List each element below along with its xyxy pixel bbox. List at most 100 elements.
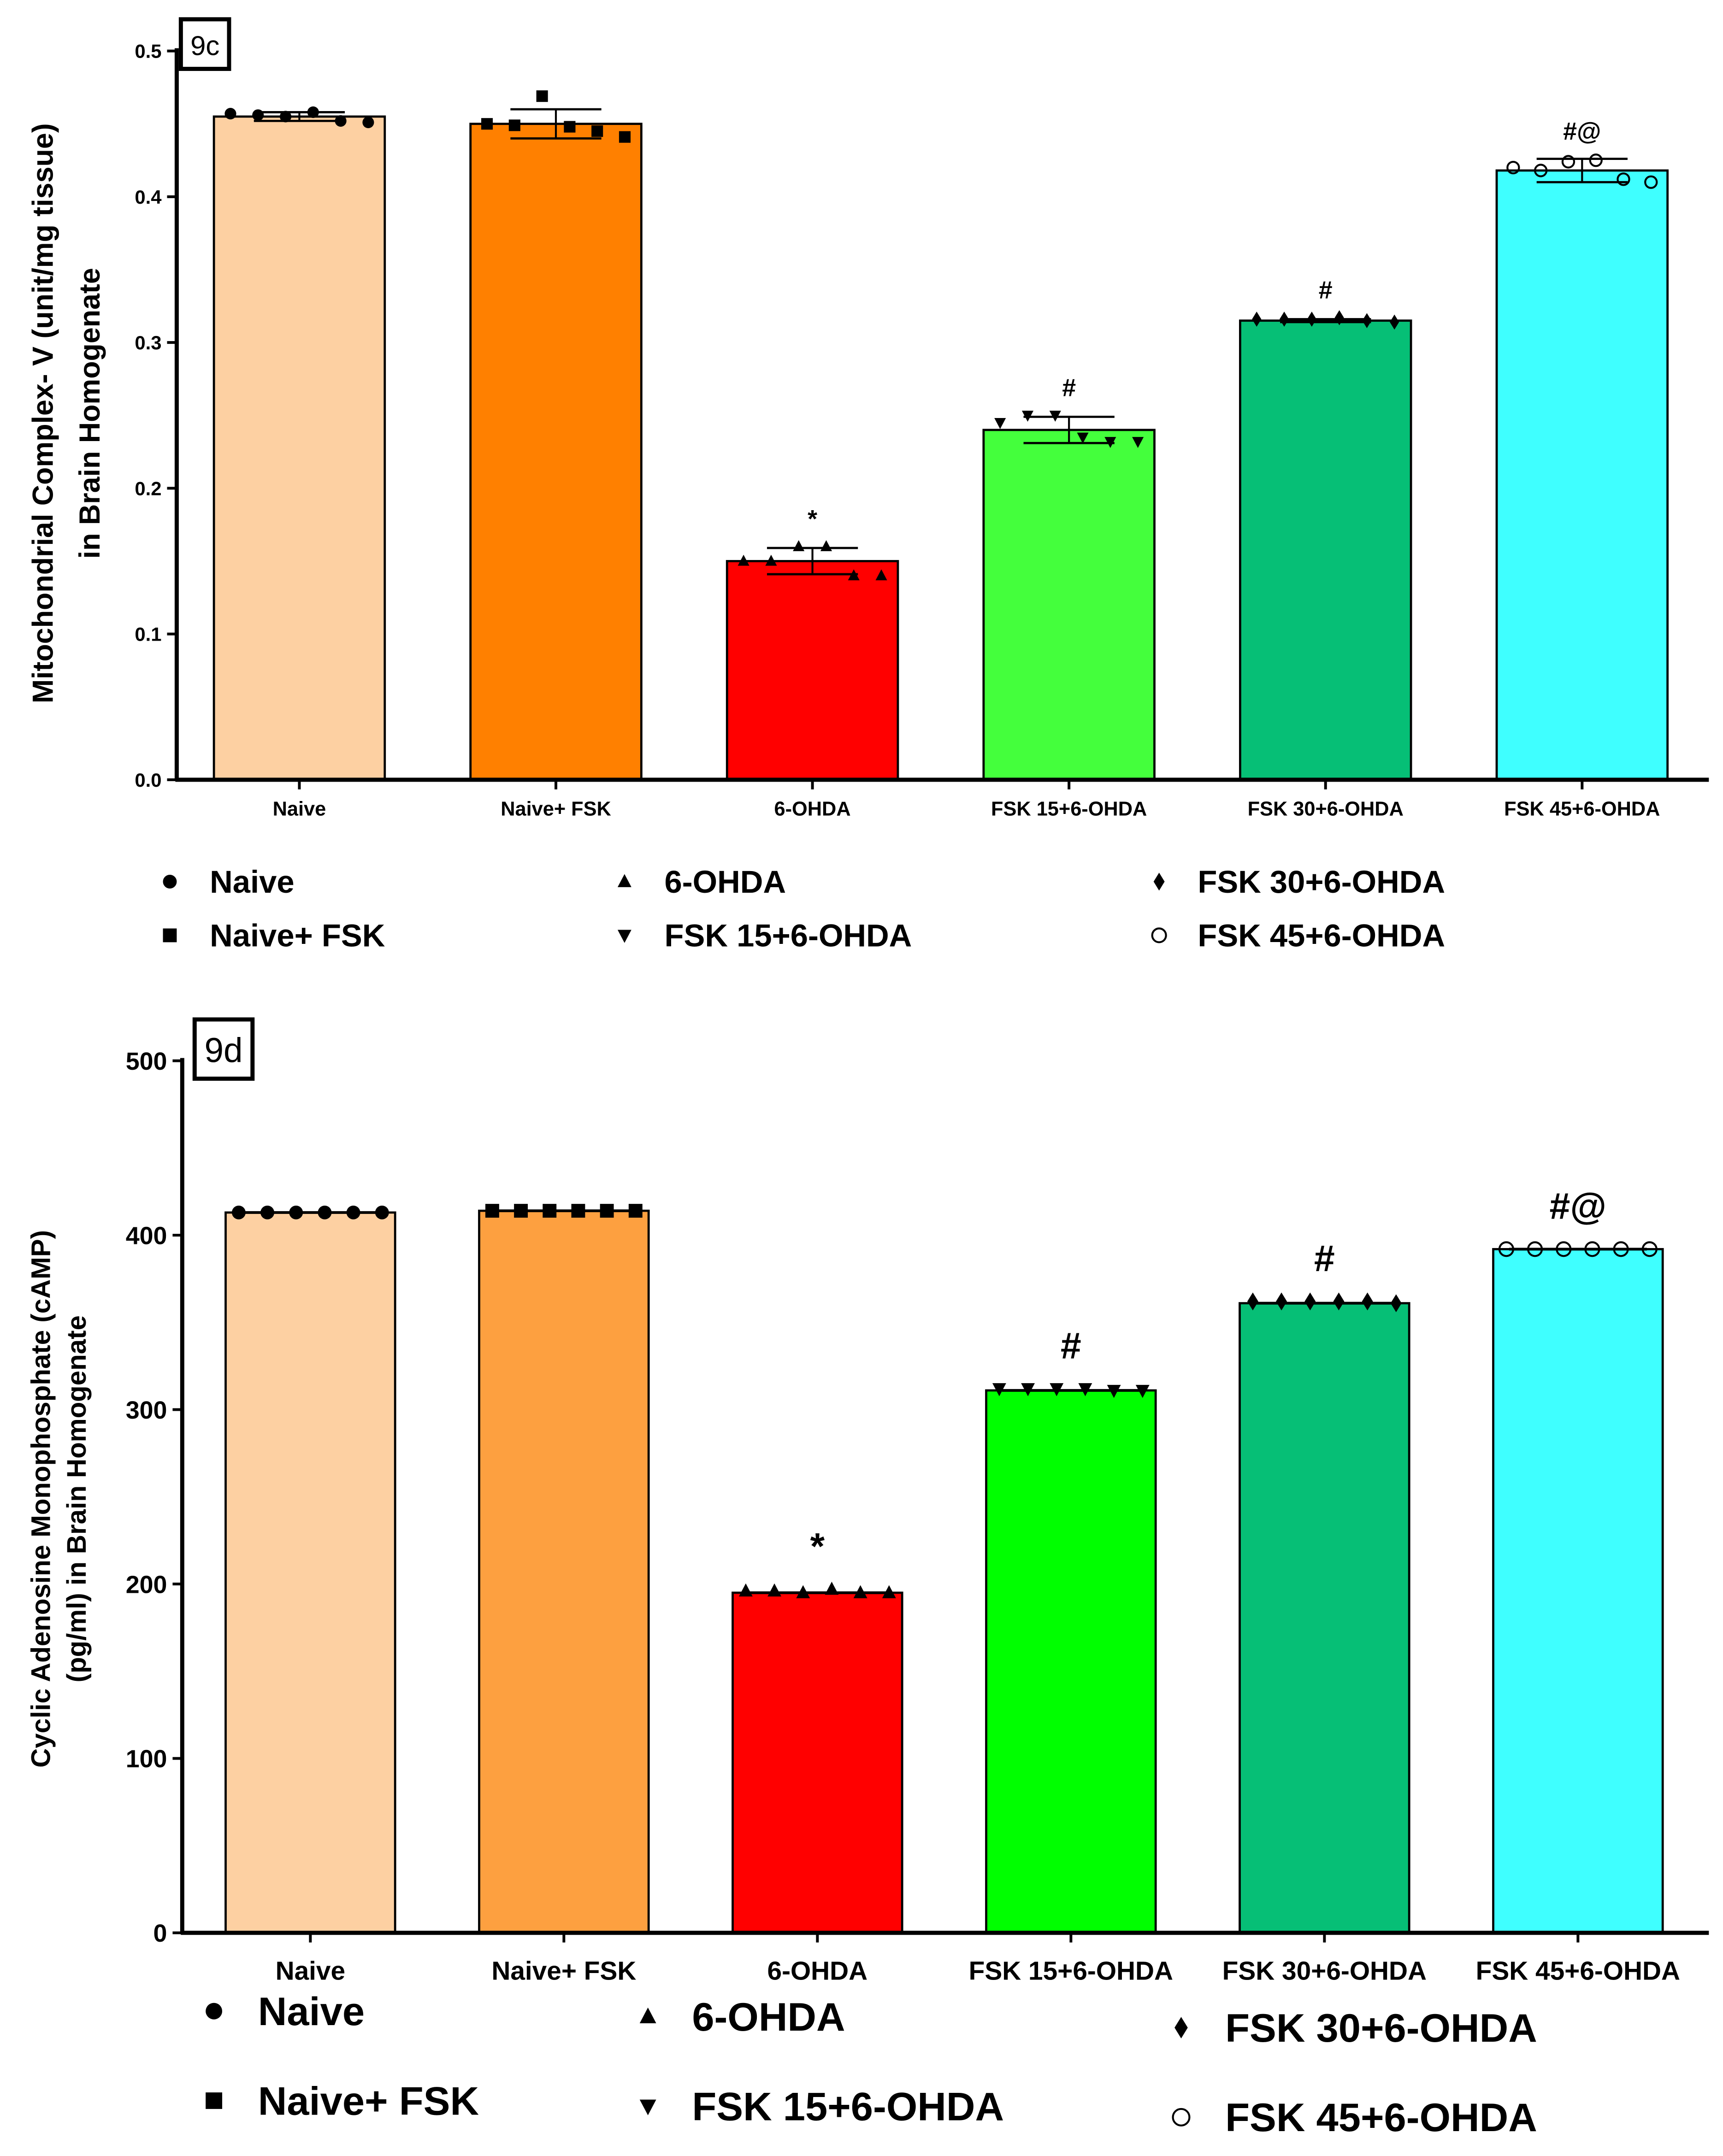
bar: [1239, 1302, 1410, 1934]
significance-annotation: #@: [1563, 118, 1601, 145]
data-point: [1334, 310, 1344, 325]
data-point: [765, 554, 777, 566]
legend-item: FSK 15+6-OHDA: [639, 2085, 1004, 2129]
x-tick-label: 6-OHDA: [767, 1956, 868, 1985]
y-tick-label: 0.5: [135, 41, 161, 62]
legend-label: Naive: [258, 1990, 365, 2034]
y-axis-label: Mitochondrial Complex- V (unit/mg tissue…: [27, 123, 59, 703]
data-point: [1556, 1241, 1572, 1257]
legend-label: 6-OHDA: [665, 864, 786, 900]
data-point: [1021, 1383, 1035, 1396]
y-axis-label-line2: (pg/ml) in Brain Homogenate: [62, 1315, 92, 1682]
data-point: [1584, 1241, 1600, 1257]
legend-marker: [617, 930, 631, 943]
bar: [985, 1389, 1157, 1934]
legend-item: FSK 45+6-OHDA: [1172, 2096, 1537, 2140]
bar: [1239, 319, 1412, 781]
y-tick-label: 500: [126, 1048, 167, 1075]
bar: [1495, 169, 1669, 781]
data-point: [1362, 313, 1372, 328]
bar: [212, 115, 386, 781]
y-tick-label: 0.4: [135, 186, 162, 208]
legend-label: Naive+ FSK: [210, 918, 385, 954]
data-point: [628, 1204, 643, 1218]
legend-item: 6-OHDA: [639, 1995, 845, 2039]
legend-label: FSK 30+6-OHDA: [1225, 2006, 1537, 2050]
data-point: [481, 118, 493, 130]
significance-annotation: #: [1061, 1325, 1081, 1367]
bar: [224, 1211, 396, 1934]
data-point: [1050, 1383, 1064, 1396]
data-point: [1078, 1383, 1092, 1396]
panel-label-box: [192, 1017, 255, 1081]
data-point: [882, 1585, 896, 1598]
data-point: [1107, 1384, 1121, 1398]
data-point: [362, 117, 374, 129]
data-point: [1644, 175, 1658, 189]
data-point: [1021, 411, 1034, 422]
data-point: [1527, 1241, 1543, 1257]
legend-label: Naive+ FSK: [258, 2079, 479, 2123]
y-tick-label: 200: [126, 1571, 167, 1598]
x-tick-label: Naive: [276, 1956, 346, 1985]
data-point: [307, 106, 319, 118]
data-point: [318, 1205, 332, 1219]
y-tick-label: 400: [126, 1222, 167, 1249]
data-point: [1390, 314, 1399, 330]
y-axis-label: Cyclic Adenosine Monophosphate (cAMP): [26, 1230, 56, 1767]
legend-item: FSK 45+6-OHDA: [1151, 918, 1445, 954]
x-tick-label: Naive+ FSK: [501, 798, 611, 820]
data-point: [485, 1204, 499, 1218]
legend-label: FSK 45+6-OHDA: [1225, 2096, 1537, 2140]
legend-item: Naive+ FSK: [206, 2079, 479, 2123]
data-point: [1132, 437, 1144, 448]
data-point: [591, 125, 603, 137]
significance-annotation: #: [1314, 1238, 1335, 1279]
y-tick-label: 0: [153, 1920, 167, 1947]
legend-label: Naive: [210, 864, 294, 900]
x-tick-label: FSK 30+6-OHDA: [1248, 798, 1404, 820]
y-tick-label: 0.0: [135, 769, 161, 791]
data-point: [1589, 153, 1603, 167]
data-point: [796, 1585, 810, 1598]
legend-label: FSK 15+6-OHDA: [692, 2085, 1004, 2129]
data-point: [346, 1205, 360, 1219]
x-tick-label: Naive+ FSK: [491, 1956, 636, 1985]
data-point: [848, 569, 860, 581]
data-point: [738, 554, 749, 566]
data-point: [279, 111, 292, 123]
data-point: [994, 418, 1006, 429]
data-point: [767, 1583, 782, 1597]
data-point: [1390, 1294, 1402, 1313]
bar: [478, 1209, 650, 1934]
significance-annotation: *: [810, 1526, 825, 1567]
x-tick-label: FSK 15+6-OHDA: [969, 1956, 1173, 1985]
data-point: [1049, 411, 1061, 422]
data-point: [738, 1583, 753, 1597]
y-tick-label: 0.1: [135, 624, 161, 645]
panel-label-box: [178, 17, 231, 71]
legend-marker: [1151, 927, 1167, 943]
x-tick-label: FSK 30+6-OHDA: [1222, 1956, 1427, 1985]
significance-annotation: #: [1062, 374, 1076, 401]
bar: [1492, 1248, 1664, 1934]
data-point: [820, 540, 832, 551]
data-point: [1534, 164, 1548, 177]
data-point: [1276, 1292, 1287, 1311]
data-point: [1252, 312, 1262, 327]
legend-label: FSK 15+6-OHDA: [665, 918, 912, 954]
data-point: [619, 131, 631, 143]
bar: [469, 123, 643, 781]
data-point: [1104, 437, 1116, 448]
y-axis-label-line2: in Brain Homogenate: [74, 268, 106, 559]
data-point: [335, 115, 347, 127]
legend-marker: [639, 2099, 656, 2115]
legend-item: FSK 30+6-OHDA: [1153, 864, 1445, 900]
legend-item: Naive+ FSK: [163, 918, 385, 954]
panel-label: 9c: [190, 30, 219, 61]
chart-9d: 9d Cyclic Adenosine Monophosphate (cAMP)(…: [26, 1017, 1709, 2140]
legend-marker: [1153, 872, 1165, 891]
x-tick-label: 6-OHDA: [774, 798, 851, 820]
y-tick-label: 0.2: [135, 477, 161, 499]
data-point: [252, 109, 264, 121]
